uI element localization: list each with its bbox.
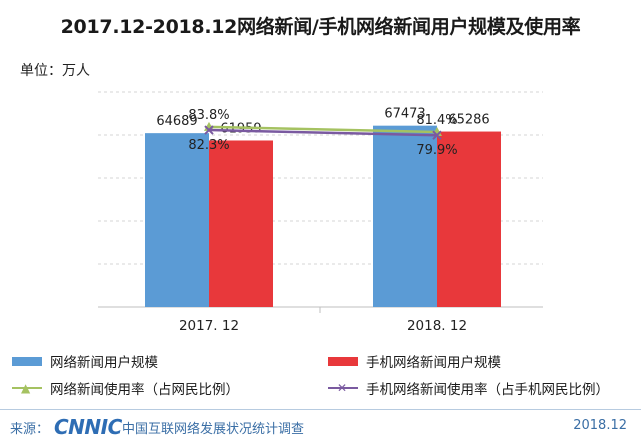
rate-value-label: 82.3% bbox=[188, 138, 229, 153]
chart: 64689 67473 61959 65286 2017. 12 2018. 12 83.8… bbox=[98, 91, 543, 334]
legend-swatch-bar1 bbox=[12, 356, 42, 366]
bar-1 bbox=[373, 125, 437, 307]
legend-label-bar2: 手机网络新闻用户规模 bbox=[366, 355, 501, 371]
legend-item-bar2: 手机网络新闻用户规模 bbox=[328, 351, 501, 371]
source-org: 中国互联网络发展状况统计调查 bbox=[122, 422, 305, 437]
legend-item-line1: ▲ 网络新闻使用率（占网民比例） bbox=[12, 378, 239, 398]
x-tick-label: 2017. 12 bbox=[179, 318, 239, 334]
chart-title: 2017.12-2018.12网络新闻/手机网络新闻用户规模及使用率 bbox=[60, 16, 581, 38]
cross-marker-icon: ✕ bbox=[337, 381, 348, 395]
bar-value-label: 61959 bbox=[220, 121, 261, 136]
footer: 来源： CNNIC 中国互联网络发展状况统计调查 2018.12 bbox=[10, 415, 631, 439]
legend-item-line2: ✕ 手机网络新闻使用率（占手机网民比例） bbox=[328, 378, 609, 398]
bar-value-label: 64689 bbox=[156, 114, 197, 129]
legend-item-bar1: 网络新闻用户规模 bbox=[12, 351, 158, 371]
legend-swatch-line2: ✕ bbox=[328, 381, 358, 395]
legend-label-line1: 网络新闻使用率（占网民比例） bbox=[50, 382, 239, 398]
bar-value-label: 65286 bbox=[448, 113, 489, 128]
rate-line-2 bbox=[208, 128, 438, 137]
legend-label-line2: 手机网络新闻使用率（占手机网民比例） bbox=[366, 382, 609, 398]
rate-value-label: 79.9% bbox=[416, 143, 457, 158]
cnnic-logo: CNNIC bbox=[54, 415, 122, 439]
rate-value-label: 81.4% bbox=[416, 113, 457, 128]
bar-1 bbox=[145, 133, 209, 307]
legend-swatch-line1: ▲ bbox=[12, 381, 42, 395]
bar-2 bbox=[209, 140, 273, 307]
unit-label: 单位：万人 bbox=[20, 63, 90, 79]
rate-marker-cross bbox=[432, 130, 442, 140]
footer-date: 2018.12 bbox=[573, 418, 627, 433]
footer-divider bbox=[0, 409, 641, 410]
legend-swatch-bar2 bbox=[328, 356, 358, 366]
rate-line-1 bbox=[208, 125, 438, 134]
triangle-marker-icon: ▲ bbox=[21, 381, 31, 395]
legend-label-bar1: 网络新闻用户规模 bbox=[50, 355, 158, 371]
rate-value-label: 83.8% bbox=[188, 108, 229, 123]
x-tick-label: 2018. 12 bbox=[407, 318, 467, 334]
rate-marker-cross bbox=[204, 125, 214, 135]
bar-2 bbox=[437, 131, 501, 307]
source-label: 来源： bbox=[10, 422, 50, 437]
bar-value-label: 67473 bbox=[384, 107, 425, 122]
